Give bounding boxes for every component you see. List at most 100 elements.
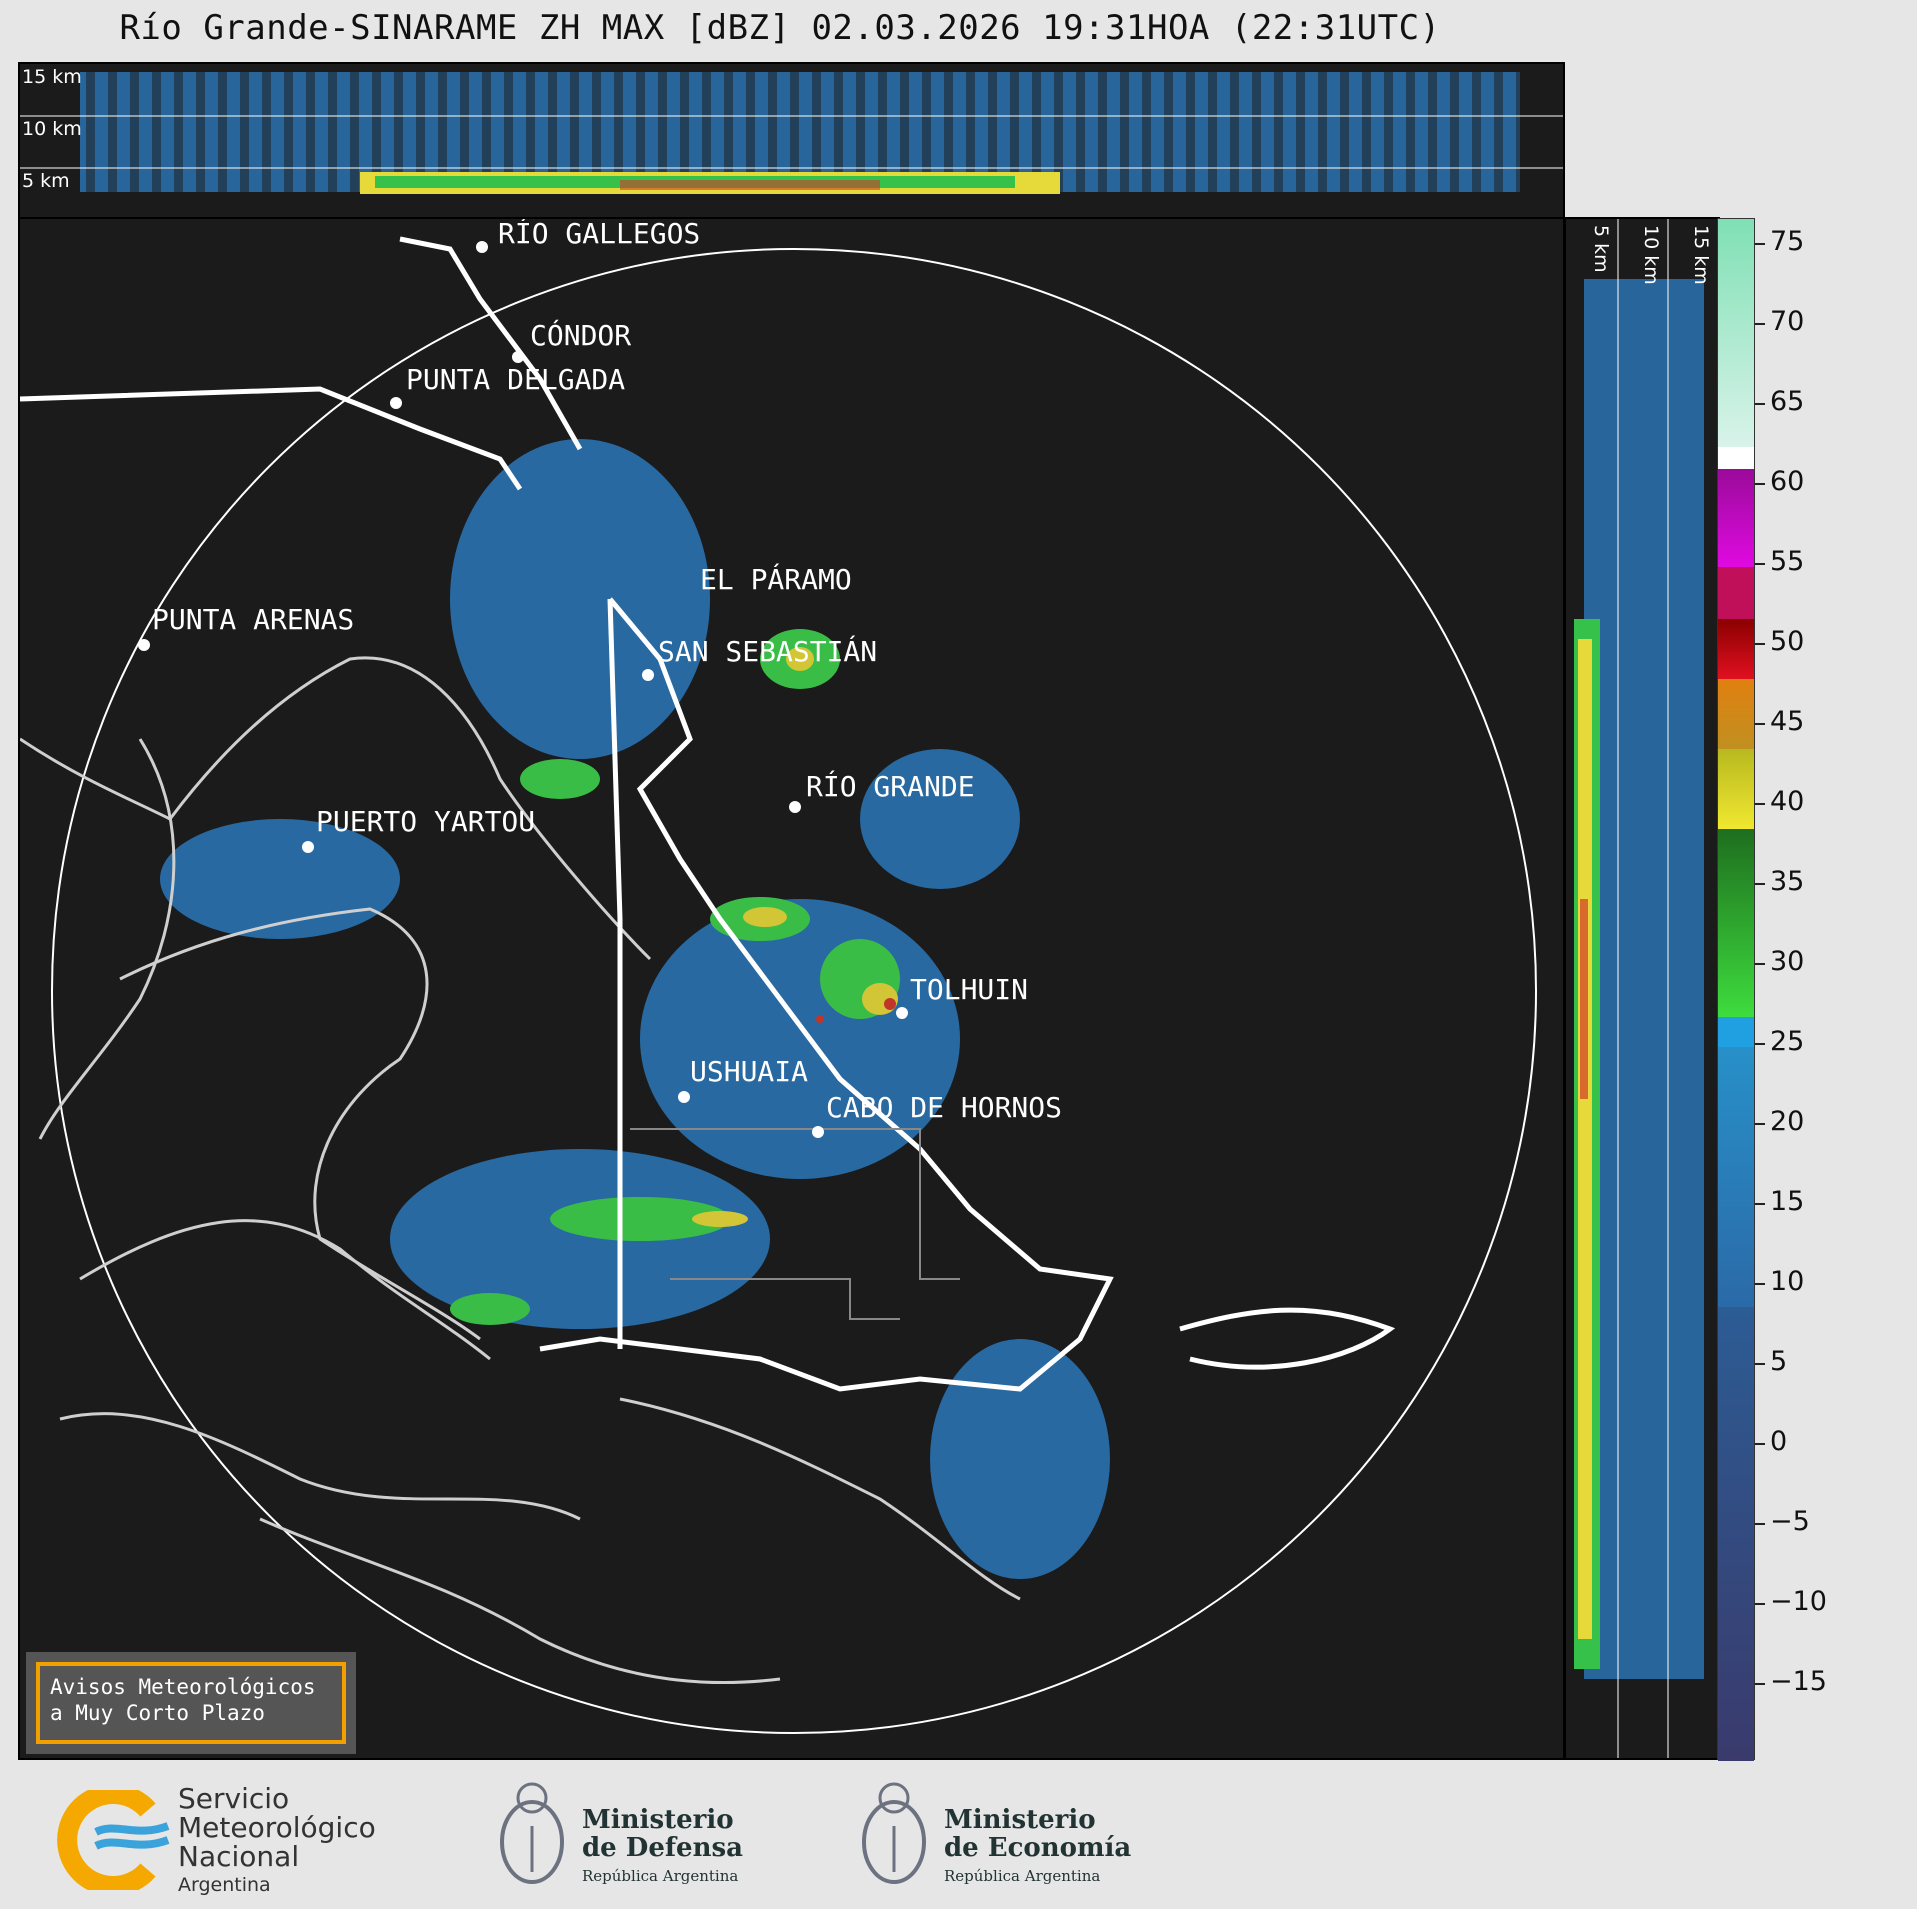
defensa-name: Ministerio de Defensa República Argentin… <box>582 1806 743 1890</box>
colorbar-tick-label: −5 <box>1770 1506 1810 1537</box>
height-label-5km-side: 5 km <box>1590 225 1612 273</box>
radar-map: RÍO GALLEGOS CÓNDOR PUNTA DELGADA EL PÁR… <box>18 217 1565 1760</box>
defensa-sub: República Argentina <box>582 1867 739 1885</box>
city-label-el-paramo: EL PÁRAMO <box>700 562 852 596</box>
economia-line1: Ministerio <box>944 1805 1096 1835</box>
coat-of-arms-icon <box>862 1782 926 1884</box>
colorbar-tick-label: −15 <box>1770 1666 1827 1697</box>
city-label-rio-gallegos: RÍO GALLEGOS <box>498 219 700 250</box>
colorbar-tick <box>1755 1603 1765 1605</box>
colorbar-tick-label: 60 <box>1770 466 1805 497</box>
economia-emblem <box>854 1776 934 1896</box>
smn-line1: Servicio <box>178 1782 290 1815</box>
colorbar-tick-label: 55 <box>1770 546 1805 577</box>
city-label-ushuaia: USHUAIA <box>690 1055 808 1088</box>
chart-title: Río Grande-SINARAME ZH MAX [dBZ] 02.03.2… <box>119 8 1441 48</box>
colorbar-tick-label: 20 <box>1770 1106 1805 1137</box>
warning-notice: Avisos Meteorológicos a Muy Corto Plazo <box>26 1652 356 1754</box>
colorbar-tick-label: 10 <box>1770 1266 1805 1297</box>
colorbar-tick <box>1755 723 1765 725</box>
height-label-15km-side: 15 km <box>1690 225 1712 285</box>
economia-line2: de Economía <box>944 1833 1132 1863</box>
colorbar-tick-label: −10 <box>1770 1586 1827 1617</box>
colorbar-tick <box>1755 1283 1765 1285</box>
smn-country: Argentina <box>178 1874 271 1896</box>
city-marker-rio-grande <box>789 801 801 813</box>
defensa-line2: de Defensa <box>582 1833 743 1863</box>
side-cross-section-plot <box>1574 219 1704 1758</box>
city-marker-ushuaia <box>678 1091 690 1103</box>
city-label-condor: CÓNDOR <box>530 318 631 352</box>
borders <box>20 236 1396 1392</box>
colorbar-tick-label: 30 <box>1770 946 1805 977</box>
colorbar <box>1717 218 1755 1761</box>
city-markers: RÍO GALLEGOS CÓNDOR PUNTA DELGADA EL PÁR… <box>138 219 1062 1138</box>
warning-notice-line2: a Muy Corto Plazo <box>50 1701 265 1725</box>
colorbar-tick-label: 70 <box>1770 306 1805 337</box>
colorbar-tick <box>1755 643 1765 645</box>
colorbar-tick <box>1755 483 1765 485</box>
colorbar-tick <box>1755 1363 1765 1365</box>
colorbar-tick-label: 45 <box>1770 706 1805 737</box>
city-marker-san-sebastian <box>642 669 654 681</box>
smn-name: Servicio Meteorológico Nacional Argentin… <box>178 1784 376 1900</box>
colorbar-tick <box>1755 1123 1765 1125</box>
city-marker-cabo-de-hornos <box>812 1126 824 1138</box>
city-marker-condor <box>512 351 524 363</box>
colorbar-tick-label: 50 <box>1770 626 1805 657</box>
city-label-tolhuin: TOLHUIN <box>910 973 1028 1006</box>
city-marker-puerto-yartou <box>302 841 314 853</box>
colorbar-tick-label: 5 <box>1770 1346 1788 1377</box>
colorbar-tick <box>1755 803 1765 805</box>
colorbar-tick <box>1755 1443 1765 1445</box>
colorbar-tick <box>1755 883 1765 885</box>
city-label-rio-grande: RÍO GRANDE <box>806 769 975 803</box>
height-label-10km-side: 10 km <box>1640 225 1662 285</box>
colorbar-tick <box>1755 323 1765 325</box>
warning-notice-line1: Avisos Meteorológicos <box>50 1675 316 1699</box>
smn-line3: Nacional <box>178 1840 300 1873</box>
city-label-punta-delgada: PUNTA DELGADA <box>406 363 625 396</box>
range-ring <box>51 248 1537 1734</box>
city-label-puerto-yartou: PUERTO YARTOU <box>316 805 535 838</box>
colorbar-tick-label: 0 <box>1770 1426 1788 1457</box>
colorbar-tick-label: 75 <box>1770 226 1805 257</box>
economia-sub: República Argentina <box>944 1867 1101 1885</box>
height-label-5km: 5 km <box>22 170 70 192</box>
colorbar-tick-label: 25 <box>1770 1026 1805 1057</box>
colorbar-tick-label: 15 <box>1770 1186 1805 1217</box>
height-label-15km: 15 km <box>22 66 82 88</box>
colorbar-tick <box>1755 1203 1765 1205</box>
colorbar-tick <box>1755 1683 1765 1685</box>
colorbar-tick-label: 65 <box>1770 386 1805 417</box>
smn-logo-icon <box>57 1790 170 1890</box>
city-marker-punta-arenas <box>138 639 150 651</box>
colorbar-tick <box>1755 963 1765 965</box>
top-cross-section: 15 km 10 km 5 km <box>18 62 1565 219</box>
footer: Servicio Meteorológico Nacional Argentin… <box>0 1762 1917 1909</box>
colorbar-tick <box>1755 563 1765 565</box>
colorbar-tick <box>1755 243 1765 245</box>
city-label-cabo-de-hornos: CABO DE HORNOS <box>826 1091 1062 1124</box>
city-label-punta-arenas: PUNTA ARENAS <box>152 603 354 636</box>
city-label-san-sebastian: SAN SEBASTIÁN <box>658 634 877 668</box>
colorbar-tick <box>1755 403 1765 405</box>
economia-name: Ministerio de Economía República Argenti… <box>944 1806 1131 1890</box>
height-label-10km: 10 km <box>22 118 82 140</box>
warning-notice-frame: Avisos Meteorológicos a Muy Corto Plazo <box>36 1662 346 1744</box>
city-marker-rio-gallegos <box>476 241 488 253</box>
city-marker-tolhuin <box>896 1007 908 1019</box>
defensa-line1: Ministerio <box>582 1805 734 1835</box>
side-cross-section: 5 km 10 km 15 km <box>1564 217 1720 1760</box>
colorbar-tick <box>1755 1043 1765 1045</box>
radar-map-canvas: RÍO GALLEGOS CÓNDOR PUNTA DELGADA EL PÁR… <box>20 219 1537 1734</box>
coat-of-arms-icon <box>500 1782 564 1884</box>
colorbar-tick-label: 40 <box>1770 786 1805 817</box>
province-lines <box>630 1128 960 1320</box>
defensa-emblem <box>492 1776 572 1896</box>
top-cross-section-plot <box>20 72 1563 194</box>
smn-line2: Meteorológico <box>178 1811 376 1844</box>
coastlines <box>20 656 1021 1685</box>
colorbar-tick-label: 35 <box>1770 866 1805 897</box>
colorbar-tick <box>1755 1523 1765 1525</box>
